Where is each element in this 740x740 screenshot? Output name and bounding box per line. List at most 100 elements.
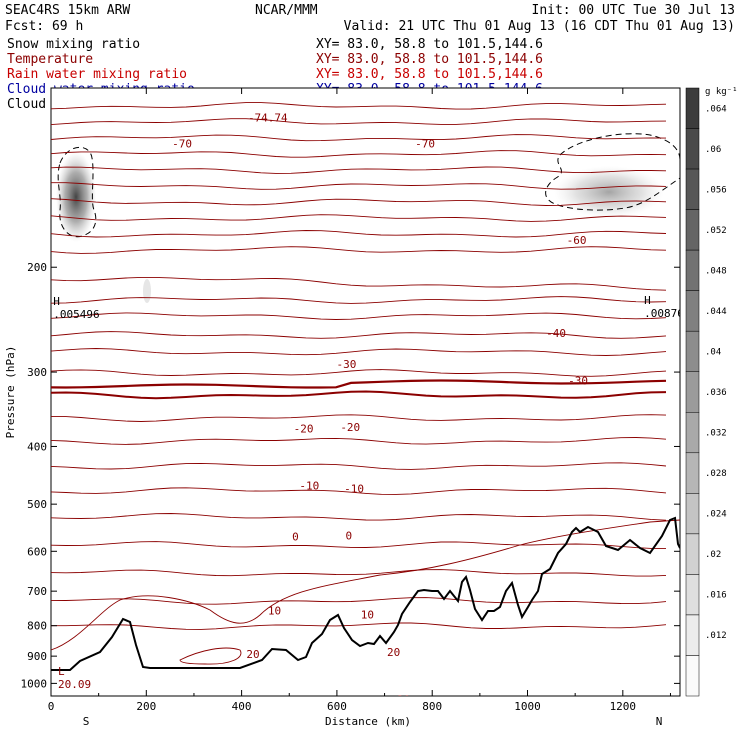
colorbar-swatch <box>685 614 700 656</box>
contour-label-19: 30 <box>230 736 243 740</box>
y-tick-label-700: 700 <box>27 585 47 598</box>
colorbar-label-2: .056 <box>705 185 727 195</box>
colorbar-label-11: .02 <box>705 550 721 560</box>
field-xy-1: XY= 83.0, 58.8 to 101.5,144.6 <box>316 52 543 67</box>
contour-label-14: 10 <box>361 608 374 621</box>
y-tick-label-1000: 1000 <box>21 677 48 690</box>
isotherm <box>51 246 667 254</box>
isotherm <box>51 276 667 291</box>
contour-label-4: -40 <box>546 327 566 340</box>
extremum-value-0: .005496 <box>53 308 99 321</box>
contour-label-0: -74.74 <box>248 111 288 124</box>
south-label: S <box>83 715 90 728</box>
colorbar-swatch <box>685 533 700 575</box>
snow-outline-north <box>545 133 680 211</box>
y-tick-label-200: 200 <box>27 261 47 274</box>
y-tick-label-500: 500 <box>27 498 47 511</box>
zero-isotherm <box>51 379 667 389</box>
isotherm <box>51 348 667 356</box>
x-tick-label-400: 400 <box>232 700 252 713</box>
contour-label-2: -70 <box>415 138 435 151</box>
colorbar-swatch <box>685 87 700 129</box>
x-tick-label-0: 0 <box>48 700 55 713</box>
field-xy-2: XY= 83.0, 58.8 to 101.5,144.6 <box>316 67 543 82</box>
field-name-0: Snow mixing ratio <box>7 37 140 52</box>
isotherm <box>51 102 667 110</box>
contour-label-18: 30 <box>263 715 276 728</box>
colorbar-swatch <box>685 452 700 494</box>
colorbar-swatch <box>685 574 700 616</box>
isotherm <box>51 134 667 142</box>
isotherm <box>51 569 667 577</box>
colorbar-label-9: .028 <box>705 469 727 479</box>
contour-label-7: -20 <box>294 422 314 435</box>
x-axis-label: Distance (km) <box>325 715 411 728</box>
contour-label-6: -30 <box>568 375 588 388</box>
init-time: Init: 00 UTC Tue 30 Jul 13 <box>532 3 736 18</box>
valid-time: Valid: 21 UTC Thu 01 Aug 13 (16 CDT Thu … <box>344 19 735 34</box>
colorbar-swatch <box>685 290 700 332</box>
colorbar-swatch <box>685 655 700 697</box>
contour-label-1: -70 <box>172 138 192 151</box>
extremum-type-1: H <box>644 294 651 307</box>
contour-label-3: -60 <box>567 234 587 247</box>
field-name-1: Temperature <box>7 52 93 67</box>
colorbar-label-12: .016 <box>705 591 727 601</box>
colorbar-label-6: .04 <box>705 347 721 357</box>
cloud-ice-weak-patch <box>143 279 151 303</box>
isotherm <box>51 312 667 320</box>
isotherm <box>51 414 667 422</box>
y-axis-label: Pressure (hPa) <box>4 346 17 439</box>
contour-label-10: -10 <box>344 483 364 496</box>
colorbar-swatch <box>685 330 700 372</box>
isotherm-closed <box>179 647 242 665</box>
colorbar-swatch <box>685 493 700 535</box>
isotherm <box>51 513 667 521</box>
isotherm <box>51 622 667 630</box>
x-tick-label-600: 600 <box>327 700 347 713</box>
y-tick-label-900: 900 <box>27 650 47 663</box>
contour-label-9: -10 <box>299 479 319 492</box>
colorbar-label-0: .064 <box>705 104 727 114</box>
isotherm <box>51 182 667 190</box>
field-xy-0: XY= 83.0, 58.8 to 101.5,144.6 <box>316 37 543 52</box>
isotherm <box>51 437 667 445</box>
org-title: NCAR/MMM <box>255 3 318 18</box>
x-tick-label-200: 200 <box>136 700 156 713</box>
colorbar-label-3: .052 <box>705 226 727 236</box>
contour-label-5: -30 <box>337 358 357 371</box>
colorbar-swatch <box>685 168 700 210</box>
colorbar-swatch <box>685 412 700 454</box>
forecast-hour: Fcst: 69 h <box>5 19 83 34</box>
colorbar-label-5: .044 <box>705 307 727 317</box>
extremum-value-1: .008768 <box>644 307 690 320</box>
y-tick-label-400: 400 <box>27 440 47 453</box>
field-name-2: Rain water mixing ratio <box>7 67 187 82</box>
colorbar-swatch <box>685 209 700 251</box>
contour-label-17: 30 <box>397 693 410 706</box>
isotherm <box>51 150 667 158</box>
extremum-type-2: L <box>58 665 65 678</box>
contour-label-15: 20 <box>246 648 259 661</box>
isotherm <box>51 541 666 549</box>
isotherm <box>51 198 667 206</box>
isotherm <box>51 118 667 126</box>
y-tick-label-800: 800 <box>27 620 47 633</box>
colorbar: .064 .06 .056 .052 .048 .044 .04 .036 .032 .028 .0… <box>685 87 727 697</box>
terrain-profile <box>51 516 680 671</box>
contour-label-13: 10 <box>268 604 281 617</box>
isotherm <box>51 462 667 470</box>
colorbar-label-13: .012 <box>705 631 727 641</box>
isotherm <box>51 369 667 377</box>
contour-label-8: -20 <box>340 421 360 434</box>
isotherm <box>51 487 667 495</box>
x-tick-label-1000: 1000 <box>514 700 541 713</box>
isotherm <box>51 166 667 174</box>
isotherm-near-surface <box>51 519 680 651</box>
x-tick-label-1200: 1200 <box>610 700 637 713</box>
colorbar-label-8: .032 <box>705 429 727 439</box>
colorbar-swatch <box>685 128 700 170</box>
extremum-value-2: 20.09 <box>58 678 91 691</box>
north-label: N <box>656 715 663 728</box>
